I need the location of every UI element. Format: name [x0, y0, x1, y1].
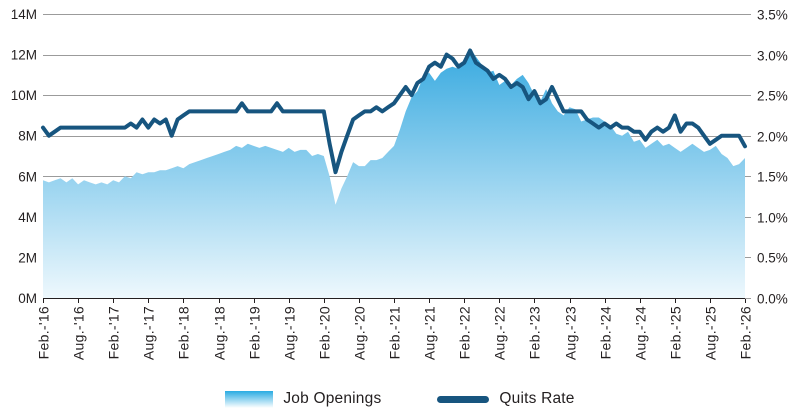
svg-text:Feb.-'19: Feb.-'19 — [247, 306, 263, 359]
svg-text:Feb.-'24: Feb.-'24 — [598, 306, 614, 359]
svg-text:2.5%: 2.5% — [757, 89, 788, 104]
svg-text:12M: 12M — [11, 48, 37, 63]
svg-text:Feb.-'21: Feb.-'21 — [387, 306, 403, 359]
svg-text:0M: 0M — [18, 291, 37, 306]
svg-text:Aug.-'19: Aug.-'19 — [282, 306, 298, 360]
svg-text:10M: 10M — [11, 88, 37, 103]
job-openings-swatch — [225, 390, 274, 408]
chart-legend: Job Openings Quits Rate — [0, 384, 800, 414]
chart-plot-area: Feb.-'16 Aug.-'16 Feb.-'17 Aug.-'17 Feb.-'18… — [11, 7, 788, 360]
svg-text:Feb.-'22: Feb.-'22 — [457, 306, 473, 359]
svg-text:Feb.-'16: Feb.-'16 — [36, 306, 52, 359]
job-openings-legend-label: Job Openings — [283, 390, 382, 407]
svg-text:Aug.-'24: Aug.-'24 — [633, 306, 649, 360]
quits-rate-swatch — [437, 395, 490, 403]
svg-text:Aug.-'20: Aug.-'20 — [352, 306, 368, 360]
svg-text:Aug.-'22: Aug.-'22 — [492, 306, 508, 360]
svg-text:Feb.-'17: Feb.-'17 — [106, 306, 122, 359]
svg-text:Feb.-'26: Feb.-'26 — [738, 306, 754, 359]
svg-text:Feb.-'25: Feb.-'25 — [668, 306, 684, 359]
svg-text:14M: 14M — [11, 7, 37, 22]
svg-text:3.0%: 3.0% — [757, 49, 788, 64]
svg-text:Aug.-'21: Aug.-'21 — [422, 306, 438, 360]
svg-text:2M: 2M — [18, 250, 37, 265]
svg-text:2.0%: 2.0% — [757, 130, 788, 145]
svg-text:1.5%: 1.5% — [757, 170, 788, 185]
svg-text:Feb.-'18: Feb.-'18 — [176, 306, 192, 359]
svg-text:Aug.-'16: Aug.-'16 — [71, 306, 87, 360]
svg-text:Aug.-'17: Aug.-'17 — [141, 306, 157, 360]
svg-text:8M: 8M — [18, 129, 37, 144]
svg-text:6M: 6M — [18, 169, 37, 184]
quits-rate-legend-label: Quits Rate — [499, 390, 575, 407]
svg-text:Feb.-'23: Feb.-'23 — [527, 306, 543, 359]
svg-text:Aug.-'23: Aug.-'23 — [563, 306, 579, 360]
svg-text:1.0%: 1.0% — [757, 211, 788, 226]
svg-text:4M: 4M — [18, 210, 37, 225]
svg-text:0.0%: 0.0% — [757, 292, 788, 307]
svg-text:3.5%: 3.5% — [757, 8, 788, 23]
svg-text:Aug.-'18: Aug.-'18 — [212, 306, 228, 360]
svg-text:Aug.-'25: Aug.-'25 — [703, 306, 719, 360]
svg-text:0.5%: 0.5% — [757, 251, 788, 266]
svg-text:Feb.-'20: Feb.-'20 — [317, 306, 333, 359]
